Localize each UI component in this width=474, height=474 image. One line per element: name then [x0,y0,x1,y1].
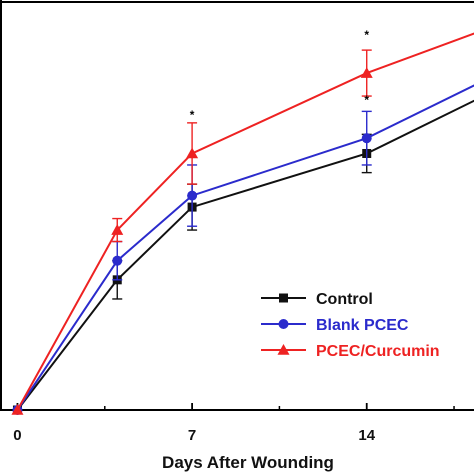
annotation-1: * [364,28,369,42]
series-line-1 [16,84,474,411]
legend-label-0: Control [316,291,373,308]
annotation-0: * [190,108,195,122]
legend-label-2: PCEC/Curcumin [316,343,440,360]
legend-marker-1 [278,319,289,329]
point-1-3 [361,133,372,144]
x-tick-label-0: 0 [13,427,21,444]
series-line-0 [16,99,474,411]
x-tick-label-2: 14 [358,427,375,444]
x-tick-label-1: 7 [188,427,196,444]
legend: Control Blank PCEC PCEC/Curcumin [261,291,440,360]
point-2-1 [111,224,124,235]
legend-label-1: Blank PCEC [316,317,409,334]
point-1-2 [187,190,198,201]
point-1-1 [112,255,123,266]
axes: 0 7 14 [0,0,474,444]
point-2-2 [186,147,199,159]
x-axis-title: Days After Wounding [162,453,334,472]
legend-marker-0 [279,293,288,303]
point-2-0 [11,404,24,415]
point-2-3 [360,67,373,78]
annotation-2: * [364,93,369,107]
legend-marker-2 [277,344,290,355]
data-marks: * * * [11,28,474,415]
